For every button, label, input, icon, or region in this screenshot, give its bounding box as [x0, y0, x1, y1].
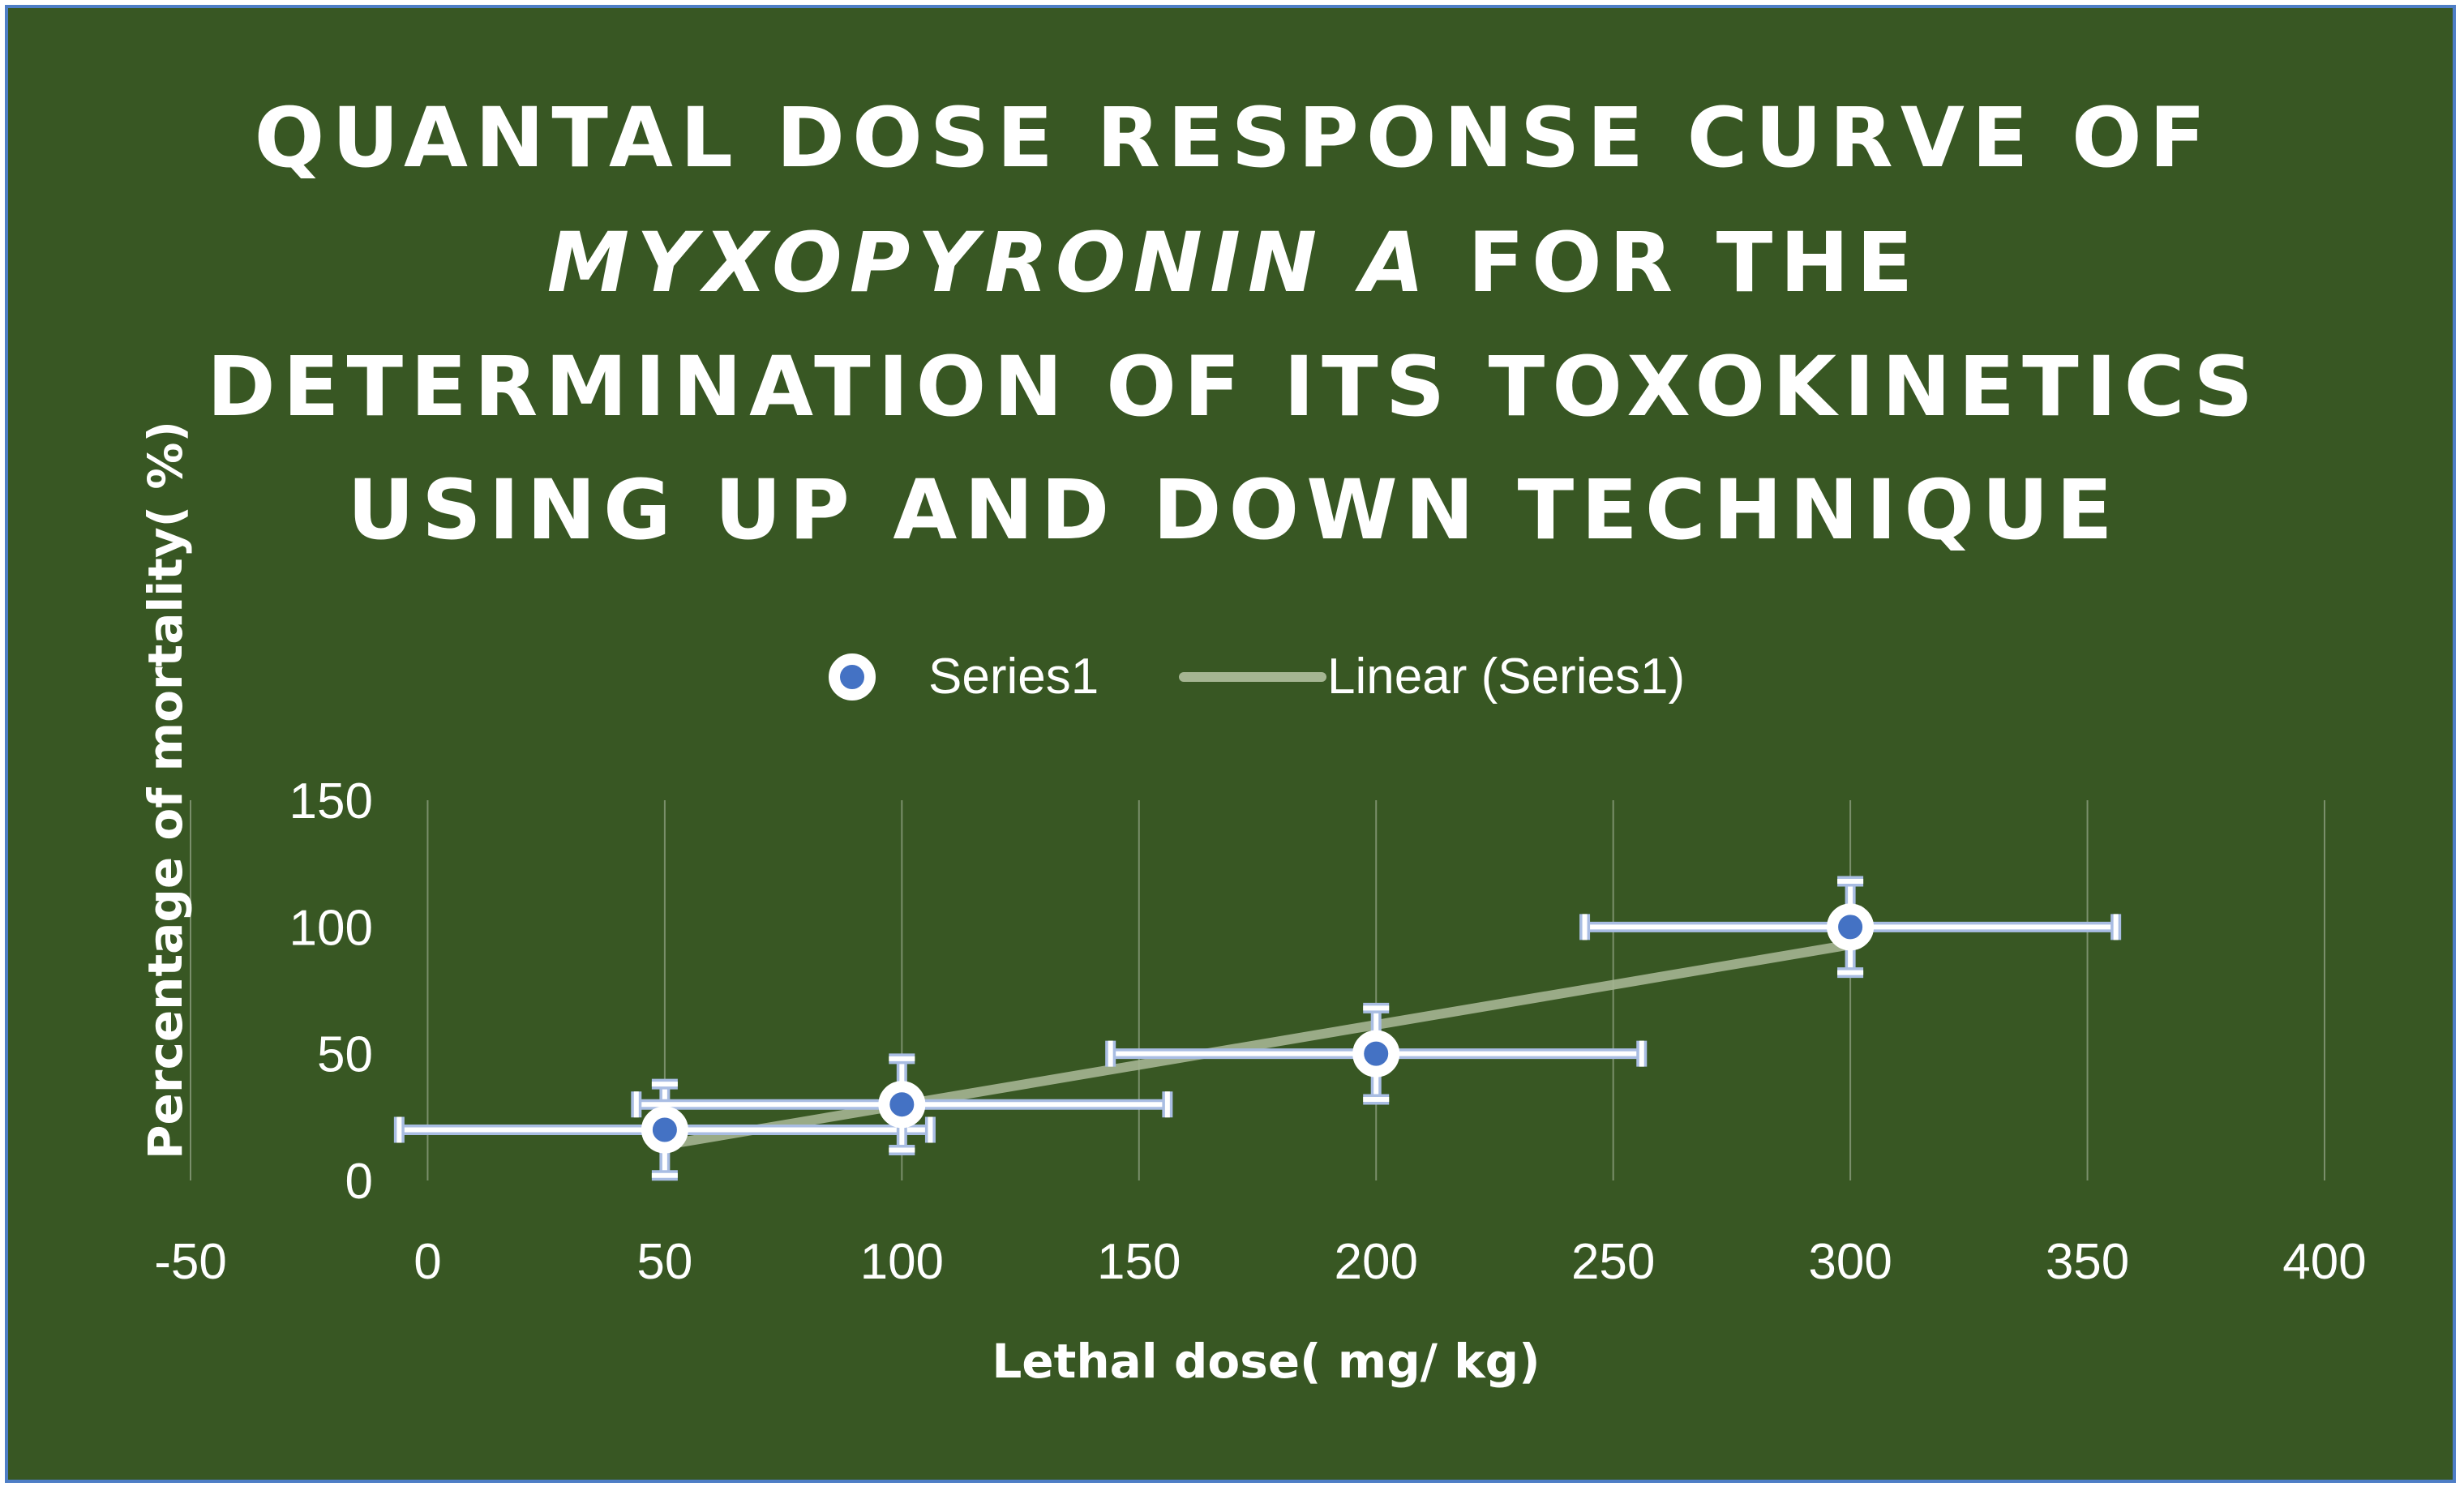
chart-title-line-3: DETERMINATION OF ITS TOXOKINETICS [207, 339, 2260, 435]
legend-swatches [829, 653, 1326, 701]
x-tick-label: 100 [860, 1234, 944, 1290]
plot-area: 0 50 100 150 -50 0 50 100 150 200 250 300 350 400 [154, 773, 2367, 1290]
chart-title-italic-compound: MYXOPYRONIN A [546, 215, 1432, 311]
trendline [659, 940, 1856, 1150]
x-tick-label: 300 [1808, 1234, 1892, 1290]
chart-area: QUANTAL DOSE RESPONSE CURVE OF MYXOPYRON… [5, 5, 2456, 1483]
data-point [878, 1081, 926, 1129]
y-tick-label: 100 [289, 900, 373, 956]
legend-label-trendline: Linear (Series1) [1327, 649, 1686, 705]
x-tick-label: -50 [154, 1234, 227, 1290]
chart-title-line-1: QUANTAL DOSE RESPONSE CURVE OF [254, 90, 2213, 186]
x-tick-label: 400 [2282, 1234, 2366, 1290]
chart-title-line-2: MYXOPYRONIN A FOR THE [8, 211, 2453, 316]
legend-label-series1: Series1 [928, 649, 1099, 705]
x-tick-label: 50 [636, 1234, 692, 1290]
x-tick-label: 200 [1334, 1234, 1417, 1290]
x-axis-title: Lethal dose( mg/ kg) [992, 1334, 1541, 1389]
data-point [641, 1106, 688, 1154]
data-point [1352, 1030, 1400, 1078]
chart-title-line-2-rest: FOR THE [1431, 215, 1921, 311]
chart-title-line-4: USING UP AND DOWN TECHNIQUE [347, 462, 2120, 559]
y-tick-label: 0 [345, 1154, 373, 1210]
y-axis-title: Percentage of mortality( %) [138, 420, 193, 1159]
y-tick-label: 50 [317, 1027, 373, 1083]
x-tick-label: 150 [1097, 1234, 1181, 1290]
legend-marker-series1-icon [829, 653, 876, 701]
data-point [1827, 903, 1875, 951]
x-tick-label: 250 [1571, 1234, 1655, 1290]
chart-legend: Series1 Linear (Series1) [8, 636, 2453, 718]
x-tick-label: 350 [2046, 1234, 2129, 1290]
x-tick-label: 0 [414, 1234, 441, 1290]
y-tick-label: 150 [289, 773, 373, 829]
